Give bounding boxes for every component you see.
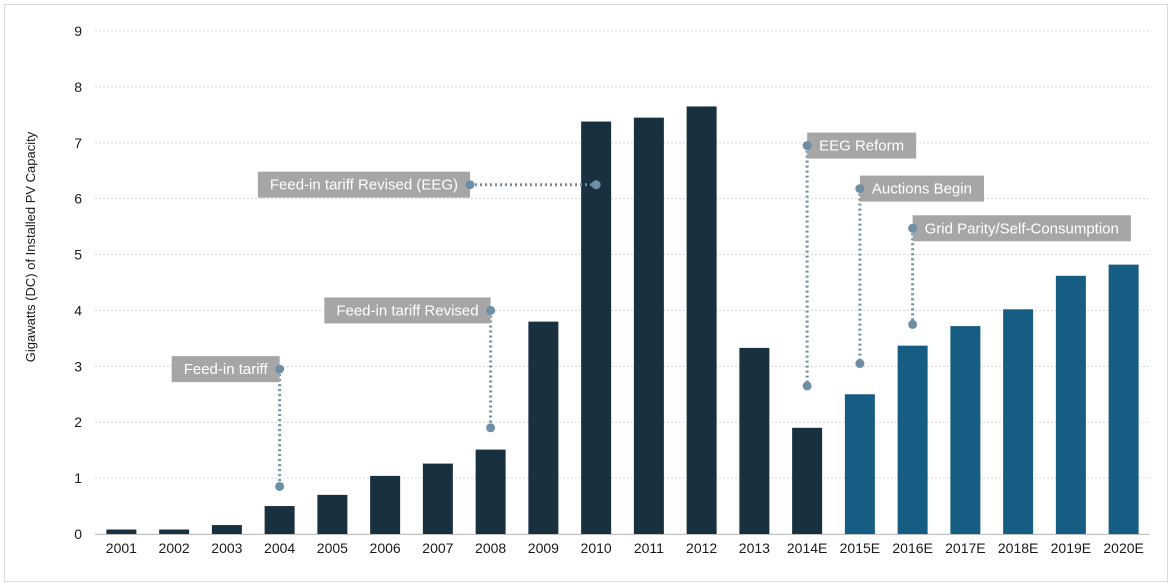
y-axis-label: Gigawatts (DC) of Installed PV Capacity xyxy=(23,131,38,362)
bar xyxy=(106,529,137,534)
annotation-label-box xyxy=(324,297,491,324)
x-tick-label: 2011 xyxy=(634,540,664,556)
bar xyxy=(528,321,559,534)
annotation-label: Auctions Begin xyxy=(872,181,972,198)
bar xyxy=(264,506,295,534)
grid-lines xyxy=(95,30,1150,535)
x-tick-label: 2007 xyxy=(422,540,453,556)
x-tick-label: 2009 xyxy=(528,540,559,556)
x-tick-label: 2014E xyxy=(787,540,827,556)
y-tick-label: 2 xyxy=(74,414,82,430)
annotation-anchor-dot xyxy=(275,364,285,374)
bar xyxy=(370,475,401,534)
annotation-anchor-dot xyxy=(855,184,865,194)
bars xyxy=(106,106,1139,534)
x-tick-label: 2019E xyxy=(1051,540,1091,556)
annotation-label: EEG Reform xyxy=(819,138,904,155)
x-tick-label: 2005 xyxy=(317,540,348,556)
annotation-label-box xyxy=(257,171,470,198)
x-tick-label: 2008 xyxy=(475,540,506,556)
annotation-label: Grid Parity/Self-Consumption xyxy=(925,220,1119,237)
x-tick-label: 2020E xyxy=(1103,540,1143,556)
annotation-label: Feed-in tariff xyxy=(184,361,269,378)
annotations: Feed-in tariff Feed-in tariff Revised Feed… xyxy=(171,132,1131,491)
y-tick-label: 7 xyxy=(74,135,82,151)
y-axis-ticks: 0 1 2 3 4 5 6 7 8 9 xyxy=(74,23,82,542)
y-tick-label: 0 xyxy=(74,526,82,542)
y-tick-label: 4 xyxy=(74,302,82,318)
x-tick-label: 2004 xyxy=(264,540,295,556)
annotation-label-box xyxy=(912,215,1131,242)
x-tick-label: 2018E xyxy=(998,540,1038,556)
annotation-label-box xyxy=(807,132,917,159)
bar xyxy=(792,427,823,534)
annotation-anchor-dot xyxy=(486,305,496,315)
bar xyxy=(581,121,612,534)
bar xyxy=(317,494,348,534)
annotation-marker xyxy=(275,481,285,491)
annotation-marker xyxy=(855,359,865,369)
x-tick-label: 2010 xyxy=(581,540,612,556)
x-tick-label: 2003 xyxy=(211,540,242,556)
annotation-label: Feed-in tariff Revised xyxy=(336,302,478,319)
bar xyxy=(422,463,453,534)
x-axis-ticks: 2001 2002 2003 2004 2005 2006 2007 2008 2009 2010… xyxy=(106,540,1144,556)
bar xyxy=(950,326,981,534)
bar xyxy=(686,106,717,534)
y-tick-label: 6 xyxy=(74,191,82,207)
annotation-label: Feed-in tariff Revised (EEG) xyxy=(270,177,458,194)
bar xyxy=(844,394,875,534)
bar xyxy=(1055,275,1086,534)
bar xyxy=(1003,309,1034,534)
bar xyxy=(159,529,190,534)
annotation-marker xyxy=(908,319,918,329)
bar xyxy=(1108,264,1139,534)
annotation-label-box xyxy=(859,175,984,202)
x-tick-label: 2016E xyxy=(892,540,932,556)
x-tick-label: 2006 xyxy=(370,540,401,556)
annotation-label-box xyxy=(171,356,280,383)
bar xyxy=(211,525,242,534)
bar xyxy=(633,117,664,534)
annotation-marker xyxy=(802,381,812,391)
annotation-marker xyxy=(486,423,496,433)
y-tick-label: 9 xyxy=(74,23,82,39)
bar xyxy=(475,449,506,534)
y-tick-label: 5 xyxy=(74,247,82,263)
x-tick-label: 2013 xyxy=(739,540,770,556)
x-tick-label: 2001 xyxy=(106,540,137,556)
y-tick-label: 3 xyxy=(74,358,82,374)
annotation-anchor-dot xyxy=(465,180,475,190)
bar xyxy=(897,345,928,534)
annotation-marker xyxy=(591,180,601,190)
y-tick-label: 8 xyxy=(74,79,82,95)
annotation-anchor-dot xyxy=(802,141,812,151)
x-tick-label: 2002 xyxy=(159,540,190,556)
bar xyxy=(739,347,770,534)
annotation-anchor-dot xyxy=(908,223,918,233)
y-tick-label: 1 xyxy=(74,470,82,486)
x-tick-label: 2015E xyxy=(840,540,880,556)
x-tick-label: 2017E xyxy=(945,540,985,556)
x-tick-label: 2012 xyxy=(686,540,717,556)
